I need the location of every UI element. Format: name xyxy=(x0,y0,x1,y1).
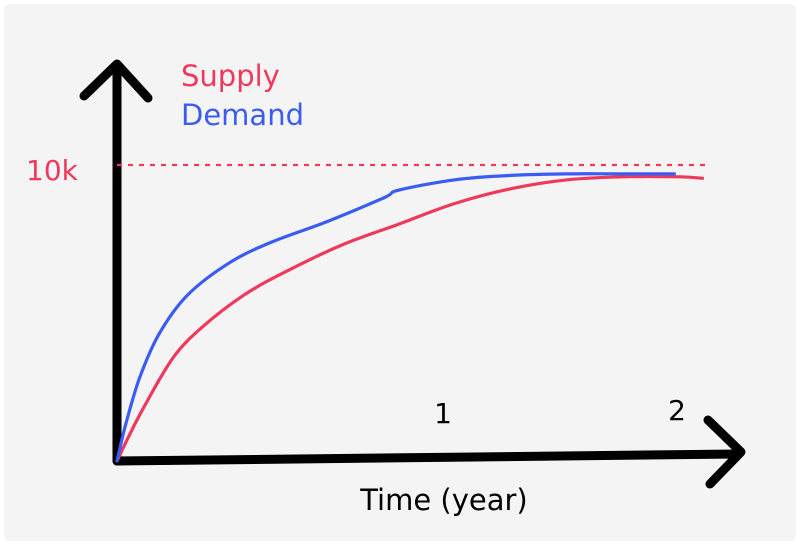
x-tick-label-2: 2 xyxy=(668,394,686,427)
x-axis-arrowhead xyxy=(703,415,746,489)
series-line-supply xyxy=(115,174,705,463)
x-axis xyxy=(112,449,742,466)
series-line-demand xyxy=(115,172,676,463)
reference-line-label: 10k xyxy=(26,154,79,187)
x-axis-label: Time (year) xyxy=(359,483,528,517)
legend-entry-demand: Demand xyxy=(181,98,304,132)
x-tick-label-1: 1 xyxy=(434,397,452,430)
y-axis-arrowhead xyxy=(79,59,153,103)
legend-entry-supply: Supply xyxy=(181,59,280,93)
